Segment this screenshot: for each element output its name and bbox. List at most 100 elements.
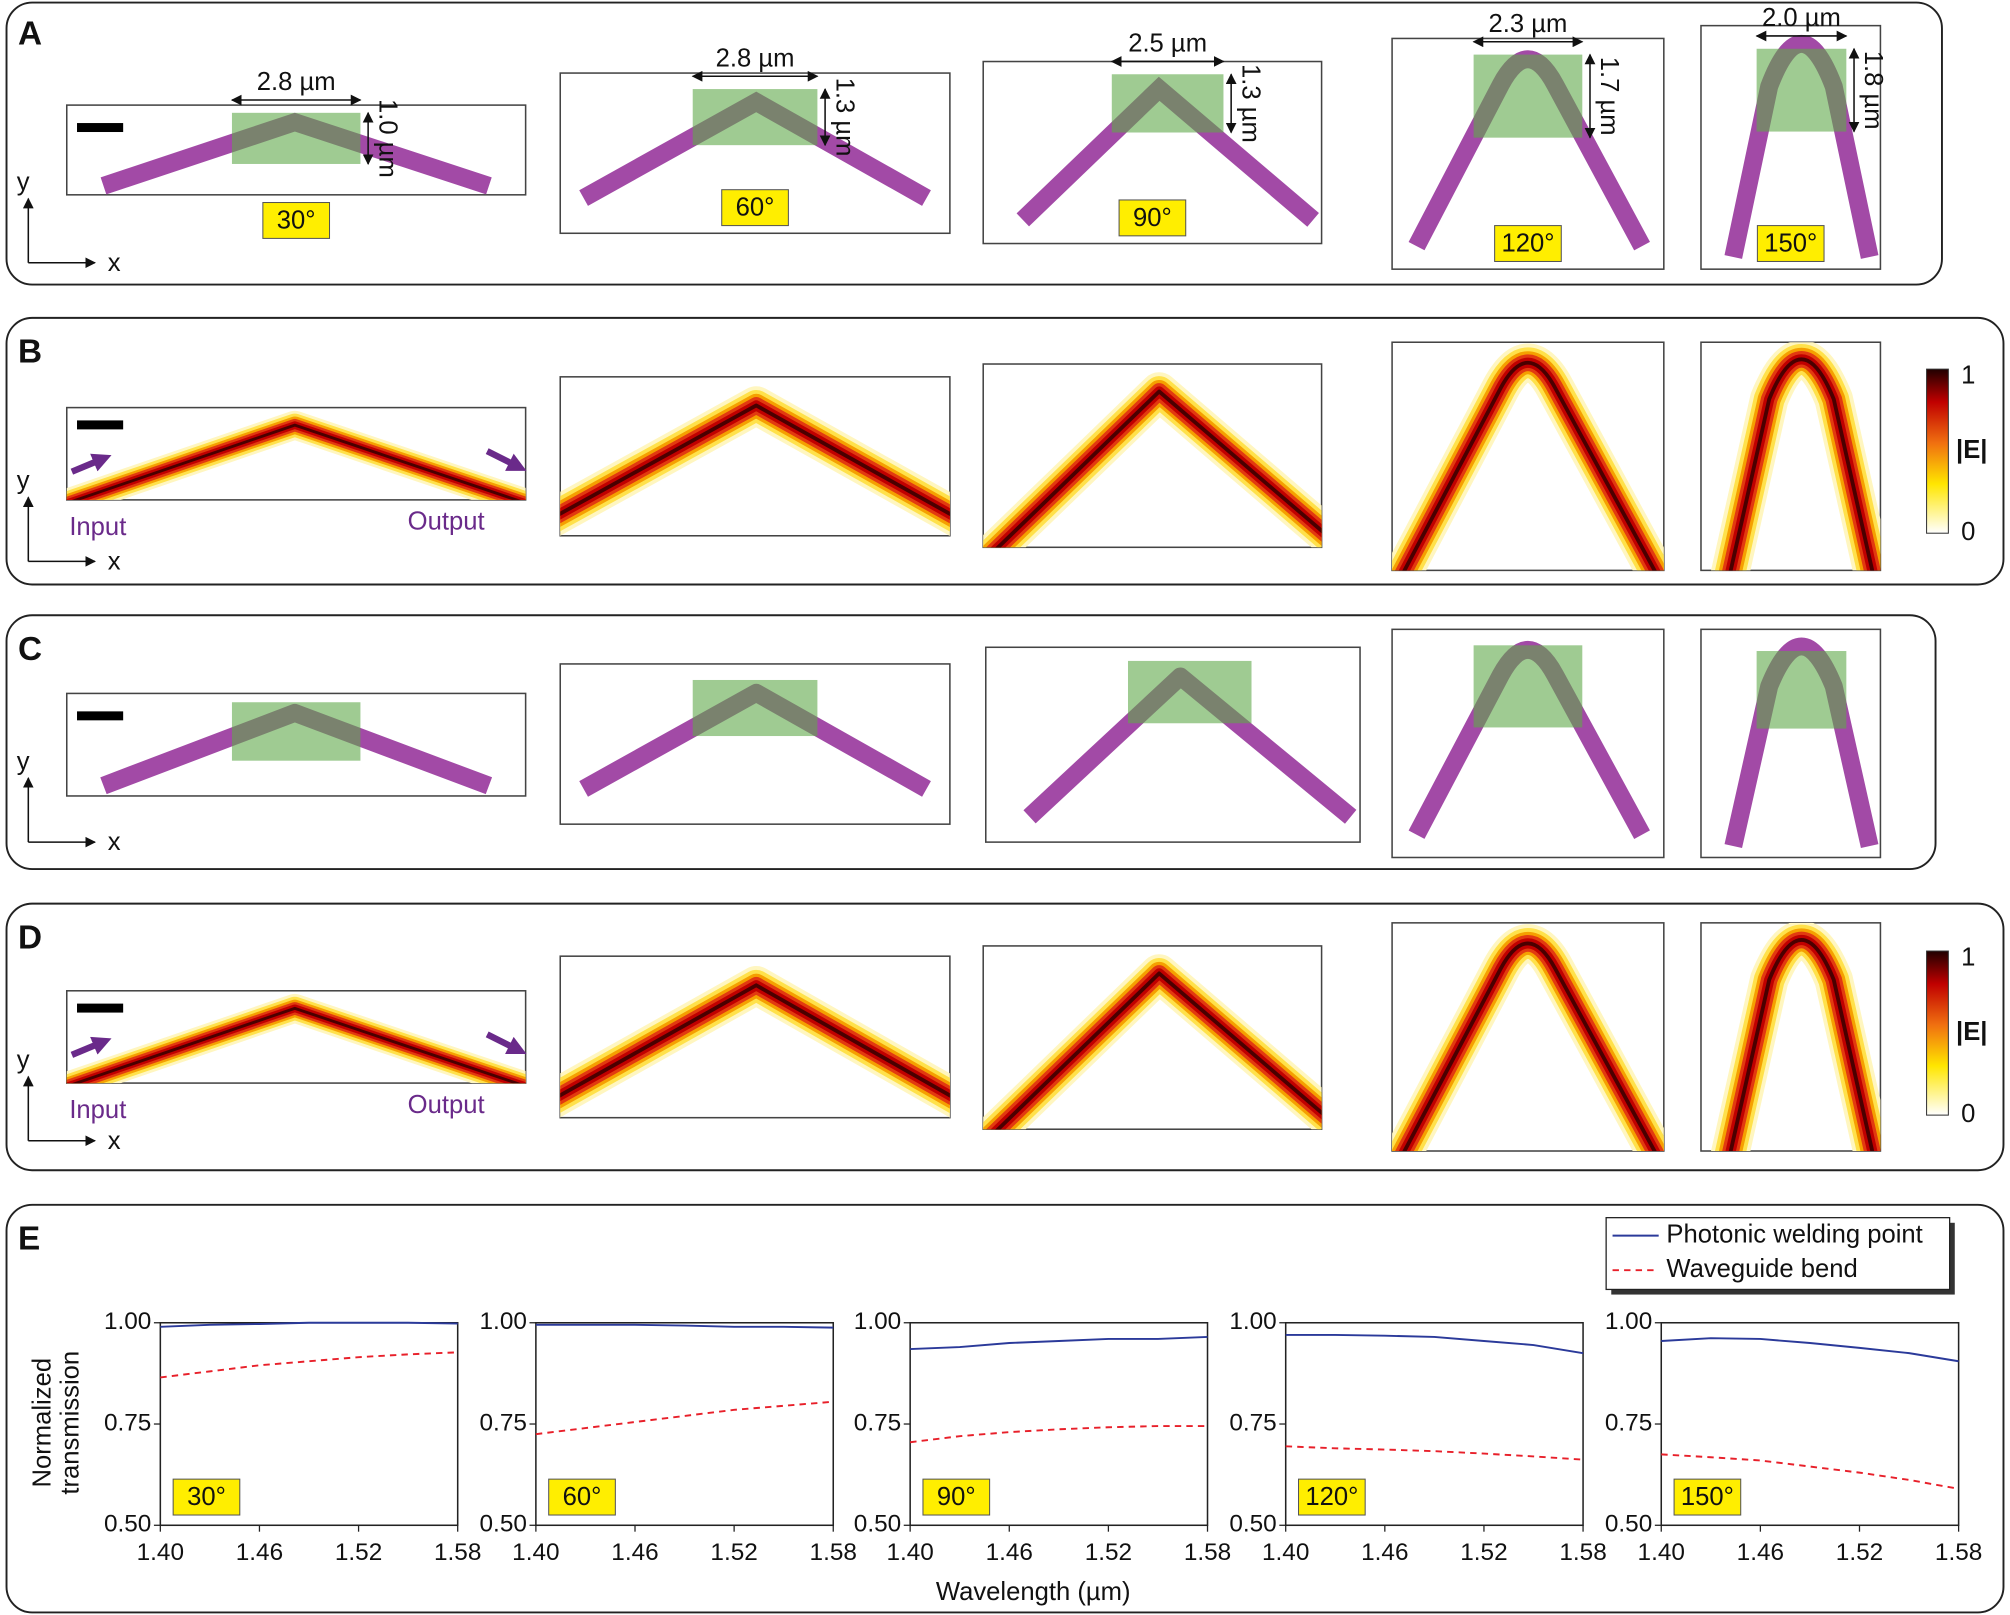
field <box>1728 938 1875 1152</box>
panel-label: B <box>18 334 42 371</box>
field <box>560 983 950 1098</box>
design-region <box>1127 660 1252 724</box>
angle-tag <box>721 189 789 227</box>
series-line <box>535 1323 834 1329</box>
y-tick-label: 1.00 <box>480 1308 527 1335</box>
design-region <box>1473 645 1583 728</box>
design-region <box>1756 48 1847 132</box>
chart-annotation: 120° <box>1305 1483 1358 1511</box>
axis-icon-label: y <box>17 1046 30 1074</box>
field <box>560 403 950 517</box>
chart-annotation: 90° <box>937 1483 976 1511</box>
field-map <box>1392 343 1664 571</box>
series-line <box>1661 1337 1959 1363</box>
panel-label: A <box>18 16 42 53</box>
design-region <box>231 702 361 761</box>
panel-label: E <box>18 1221 40 1258</box>
x-tick-label: 1.58 <box>1935 1539 1982 1566</box>
field-map <box>1711 922 1881 1152</box>
field <box>72 1006 521 1084</box>
input-label: Input <box>69 513 126 541</box>
axis-icon-label: y <box>17 467 30 495</box>
scale-bar <box>77 420 124 430</box>
output-arrow <box>485 1031 527 1055</box>
input-arrow <box>70 453 112 475</box>
field <box>72 423 521 500</box>
y-tick-label: 1.00 <box>854 1308 901 1335</box>
x-tick-label: 1.52 <box>1460 1539 1507 1566</box>
field-map <box>983 372 1322 548</box>
x-tick-label: 1.58 <box>810 1539 857 1566</box>
y-tick-label: 1.00 <box>104 1308 151 1335</box>
series-line <box>1661 1453 1959 1490</box>
field-map <box>560 966 950 1118</box>
panel-frame <box>5 316 2005 586</box>
scale-bar <box>77 1003 124 1013</box>
chart-annotation: 30° <box>187 1483 226 1511</box>
field-map <box>560 386 950 536</box>
angle-tag <box>922 1478 991 1516</box>
angle-tag <box>548 1478 616 1516</box>
angle-label: 60° <box>736 194 775 222</box>
output-label: Output <box>408 508 485 536</box>
legend <box>1605 1217 1951 1291</box>
series-line <box>1285 1445 1584 1461</box>
y-tick-label: 1.00 <box>1605 1308 1652 1335</box>
field-map <box>1711 342 1881 571</box>
y-tick-label: 0.75 <box>104 1409 151 1436</box>
angle-label: 120° <box>1501 230 1554 258</box>
angle-tag <box>1494 225 1562 262</box>
angle-label: 30° <box>277 207 316 235</box>
x-tick-label: 1.52 <box>1085 1539 1132 1566</box>
y-tick-label: 1.00 <box>1229 1308 1276 1335</box>
design-region <box>692 679 818 737</box>
x-tick-label: 1.46 <box>1737 1539 1784 1566</box>
y-tick-label: 0.50 <box>1605 1511 1652 1538</box>
x-tick-label: 1.40 <box>137 1539 184 1566</box>
x-tick-label: 1.46 <box>986 1539 1033 1566</box>
design-region <box>231 112 361 164</box>
field <box>1728 357 1875 571</box>
x-tick-label: 1.40 <box>1262 1539 1309 1566</box>
angle-tag <box>1756 225 1825 262</box>
angle-label: 150° <box>1764 230 1817 258</box>
field-map <box>66 410 526 500</box>
angle-tag <box>172 1478 241 1516</box>
x-tick-label: 1.40 <box>1638 1539 1685 1566</box>
dimension-label: 1.8 µm <box>1859 51 1887 130</box>
dimension-label: 1.3 µm <box>830 78 858 157</box>
dimension-label: 2.8 µm <box>716 44 795 72</box>
x-tick-label: 1.58 <box>1559 1539 1606 1566</box>
input-arrow <box>70 1036 112 1058</box>
plot-frame <box>535 1321 835 1527</box>
series-line <box>910 1425 1208 1444</box>
panel-label: D <box>18 919 42 956</box>
angle-tag <box>1118 199 1187 237</box>
scale-bar <box>77 123 124 133</box>
x-tick-label: 1.52 <box>1836 1539 1883 1566</box>
axis-icon-label: x <box>108 547 121 575</box>
x-tick-label: 1.58 <box>1184 1539 1231 1566</box>
output-label: Output <box>408 1091 485 1119</box>
panel-frame <box>5 614 1937 870</box>
field <box>995 389 1322 548</box>
x-tick-label: 1.52 <box>335 1539 382 1566</box>
field <box>1402 360 1657 571</box>
scale-bar <box>77 711 124 721</box>
y-tick-label: 0.75 <box>480 1409 527 1436</box>
series-line <box>1285 1333 1584 1355</box>
x-tick-label: 1.40 <box>886 1539 933 1566</box>
dimension-label: 2.0 µm <box>1762 4 1841 32</box>
design-region <box>1756 651 1847 729</box>
x-tick-label: 1.46 <box>611 1539 658 1566</box>
x-tick-label: 1.52 <box>710 1539 757 1566</box>
dimension-label: 2.3 µm <box>1489 10 1568 38</box>
x-tick-label: 1.46 <box>1361 1539 1408 1566</box>
y-tick-label: 0.75 <box>854 1409 901 1436</box>
colorbar <box>1926 950 1949 1116</box>
series-line <box>910 1335 1208 1351</box>
colorbar-label: 0 <box>1961 518 1975 546</box>
field-map <box>983 954 1322 1130</box>
